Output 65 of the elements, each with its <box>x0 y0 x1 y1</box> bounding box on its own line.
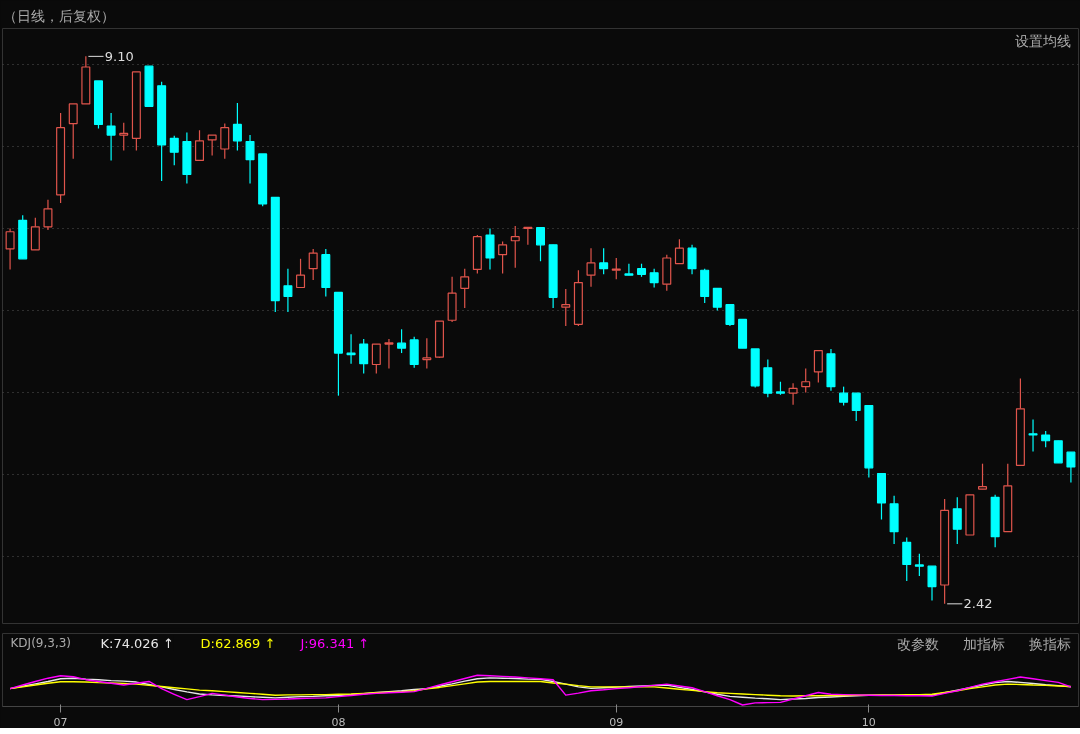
annotation: 设置均线 <box>1014 32 1071 49</box>
x-tick-label: 10 <box>861 715 876 729</box>
annotation: 2.42 <box>963 596 993 612</box>
candlestick <box>1028 418 1038 452</box>
x-tick-label: 09 <box>609 715 624 729</box>
candlestick <box>561 288 571 327</box>
candlestick <box>232 102 242 152</box>
candlestick <box>649 268 659 289</box>
candlestick <box>43 199 53 231</box>
candlestick <box>119 122 129 152</box>
text: 改参数 <box>896 635 939 652</box>
candlestick <box>220 122 230 160</box>
candlestick <box>725 304 735 327</box>
candlestick <box>207 134 217 157</box>
candlestick <box>510 225 520 269</box>
candlestick <box>523 226 533 246</box>
candlestick <box>839 386 849 407</box>
candlestick <box>535 227 546 262</box>
candlestick <box>397 328 407 354</box>
candlestick <box>1066 451 1076 484</box>
candlestick <box>927 565 937 602</box>
candlestick <box>106 112 116 162</box>
candlestick <box>788 382 798 406</box>
candlestick <box>712 287 722 312</box>
candlestick <box>195 129 205 162</box>
candlestick <box>245 134 255 184</box>
candlestick <box>296 258 306 289</box>
candlestick <box>674 238 684 265</box>
candlestick <box>283 268 293 313</box>
candlestick <box>359 338 369 375</box>
text: J:96.341 ↑ <box>299 635 370 651</box>
candlestick <box>5 227 15 271</box>
candlestick <box>169 135 179 166</box>
candlestick <box>68 103 78 160</box>
candlestick <box>460 268 470 309</box>
candlestick <box>346 333 356 365</box>
annotation: 9.10 <box>104 48 134 64</box>
candlestick <box>851 392 861 422</box>
candlestick <box>599 247 609 275</box>
candlestick <box>485 227 495 271</box>
text: 加指标 <box>962 635 1005 652</box>
candlestick <box>902 536 912 582</box>
candlestick <box>586 247 596 288</box>
candlestick <box>813 349 823 384</box>
chart-title: （日线，后复权） <box>2 7 115 24</box>
text: D:62.869 ↑ <box>200 635 276 651</box>
candlestick <box>384 338 394 370</box>
text: K:74.026 ↑ <box>100 635 174 651</box>
candlestick <box>308 248 318 281</box>
text: 换指标 <box>1028 635 1071 652</box>
chart-title: KDJ(9,3,3) <box>10 635 72 650</box>
candlestick <box>611 257 621 280</box>
candlestick <box>1053 440 1063 464</box>
candlestick <box>498 240 508 275</box>
candlestick <box>371 343 381 375</box>
candlestick <box>687 244 697 275</box>
x-tick-label: 08 <box>331 715 346 729</box>
candlestick <box>624 263 634 276</box>
candlestick <box>914 553 924 577</box>
candlestick <box>952 496 962 545</box>
x-tick-label: 07 <box>53 715 68 729</box>
candlestick <box>30 217 40 251</box>
candlestick <box>801 368 811 393</box>
candlestick <box>422 337 432 370</box>
candlestick <box>978 463 988 490</box>
